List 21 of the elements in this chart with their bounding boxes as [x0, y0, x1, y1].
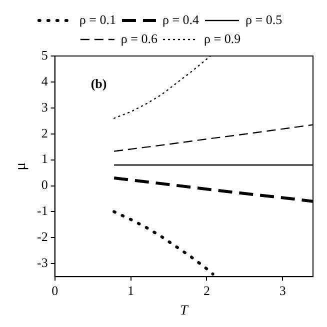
y-tick-label: 5 [41, 47, 48, 62]
y-tick-label: 2 [41, 125, 48, 140]
legend-label: ρ = 0.5 [246, 12, 282, 27]
y-tick-label: 3 [41, 99, 48, 114]
y-tick-label: -2 [36, 229, 48, 244]
annotation: (b) [90, 76, 107, 91]
y-tick-label: 1 [41, 151, 48, 166]
y-tick-label: 0 [41, 177, 48, 192]
x-tick-label: 2 [203, 282, 210, 298]
legend-label: ρ = 0.9 [204, 30, 241, 46]
x-axis-title: T [180, 303, 190, 318]
x-tick-label: 0 [52, 282, 58, 298]
y-tick-label: -3 [36, 255, 48, 270]
x-tick-label: 3 [279, 282, 286, 298]
legend-label: ρ = 0.1 [79, 12, 116, 27]
legend-label: ρ = 0.4 [162, 12, 200, 27]
x-tick-label: 1 [128, 282, 134, 298]
legend-label: ρ = 0.6 [120, 30, 158, 46]
y-axis-title: μ [12, 162, 29, 170]
y-tick-label: 4 [41, 73, 48, 88]
y-tick-label: -1 [36, 203, 48, 218]
